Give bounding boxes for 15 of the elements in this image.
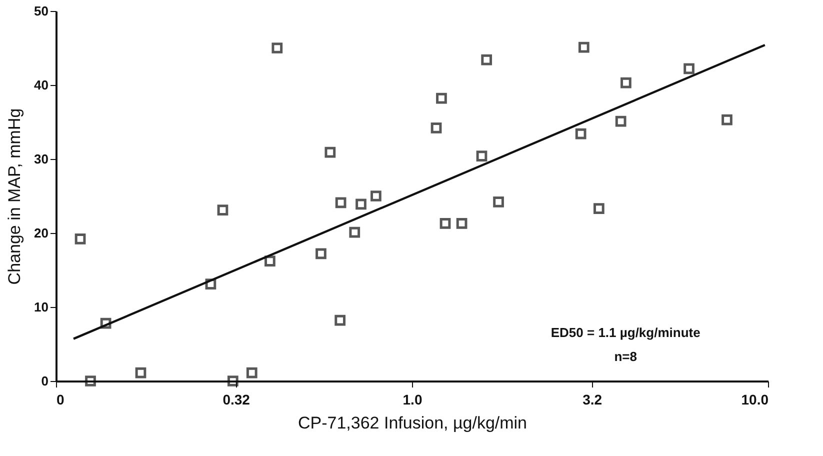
x-tick-label: 0 (56, 392, 64, 408)
y-tick-label: 50 (34, 4, 48, 18)
y-tick-label: 30 (34, 152, 48, 166)
y-tick-label: 40 (34, 78, 48, 92)
x-tick-label: 10.0 (741, 392, 769, 408)
x-tick-label: 1.0 (402, 392, 422, 408)
y-tick-label: 20 (34, 226, 48, 240)
y-axis-title: Change in MAP, mmHg (5, 108, 24, 285)
annotation: ED50 = 1.1 µg/kg/minute (550, 324, 700, 340)
y-tick-label: 10 (34, 300, 48, 314)
annotation: n=8 (614, 348, 637, 364)
x-axis-title: CP-71,362 Infusion, µg/kg/min (298, 414, 528, 432)
x-tick-label: 3.2 (582, 392, 602, 408)
x-tick-label: 0.32 (222, 392, 250, 408)
y-tick-label: 0 (41, 374, 48, 388)
